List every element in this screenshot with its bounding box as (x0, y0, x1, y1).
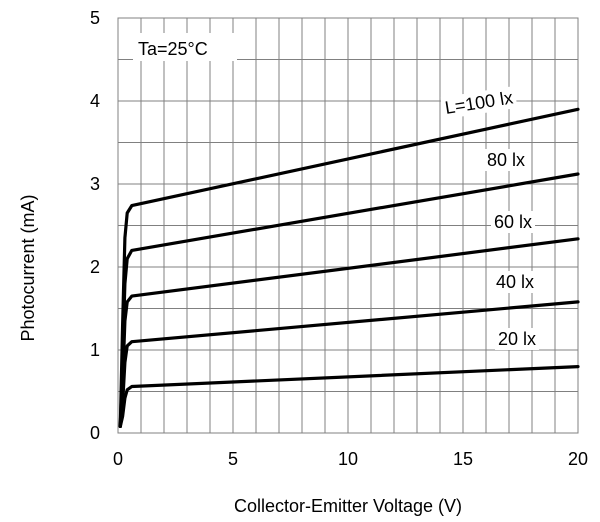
x-tick-label: 15 (453, 449, 473, 469)
series-line (118, 107, 580, 428)
y-tick-label: 5 (90, 8, 100, 28)
series-label: 40 lx (496, 272, 534, 292)
curves (118, 107, 580, 428)
x-tick-label: 5 (228, 449, 238, 469)
y-tick-label: 2 (90, 257, 100, 277)
series-label-group: 20 lx (495, 328, 540, 350)
series-label-group: 80 lx (484, 149, 529, 171)
series-label-bg (491, 211, 536, 233)
series-label: 80 lx (487, 150, 525, 170)
x-tick-label: 20 (568, 449, 588, 469)
tick-labels: 0 5 10 15 20 0 1 2 3 4 5 (90, 8, 588, 469)
series-label-bg (440, 86, 518, 120)
x-tick-label: 0 (113, 449, 123, 469)
y-tick-label: 0 (90, 423, 100, 443)
series-label-group: 40 lx (493, 271, 538, 293)
condition-label: Ta=25°C (138, 39, 208, 59)
series-label-group: L=100 lx (440, 86, 518, 120)
series-label-group: 60 lx (491, 211, 536, 233)
condition-label-bg (133, 33, 237, 61)
x-tick-label: 10 (338, 449, 358, 469)
series-label: 60 lx (494, 212, 532, 232)
y-tick-label: 4 (90, 91, 100, 111)
x-axis-title: Collector-Emitter Voltage (V) (234, 496, 462, 516)
series-label-bg (484, 149, 529, 171)
y-axis-title: Photocurrent (mA) (18, 194, 38, 341)
y-tick-label: 1 (90, 340, 100, 360)
series-label-bg (493, 271, 538, 293)
series-label: 20 lx (498, 329, 536, 349)
plot-frame (117, 17, 579, 434)
y-tick-label: 3 (90, 174, 100, 194)
curve-labels: 20 lx 40 lx 60 lx 80 lx L=100 lx (440, 86, 540, 350)
condition-annotation: Ta=25°C (133, 33, 237, 61)
series-label-bg (495, 328, 540, 350)
